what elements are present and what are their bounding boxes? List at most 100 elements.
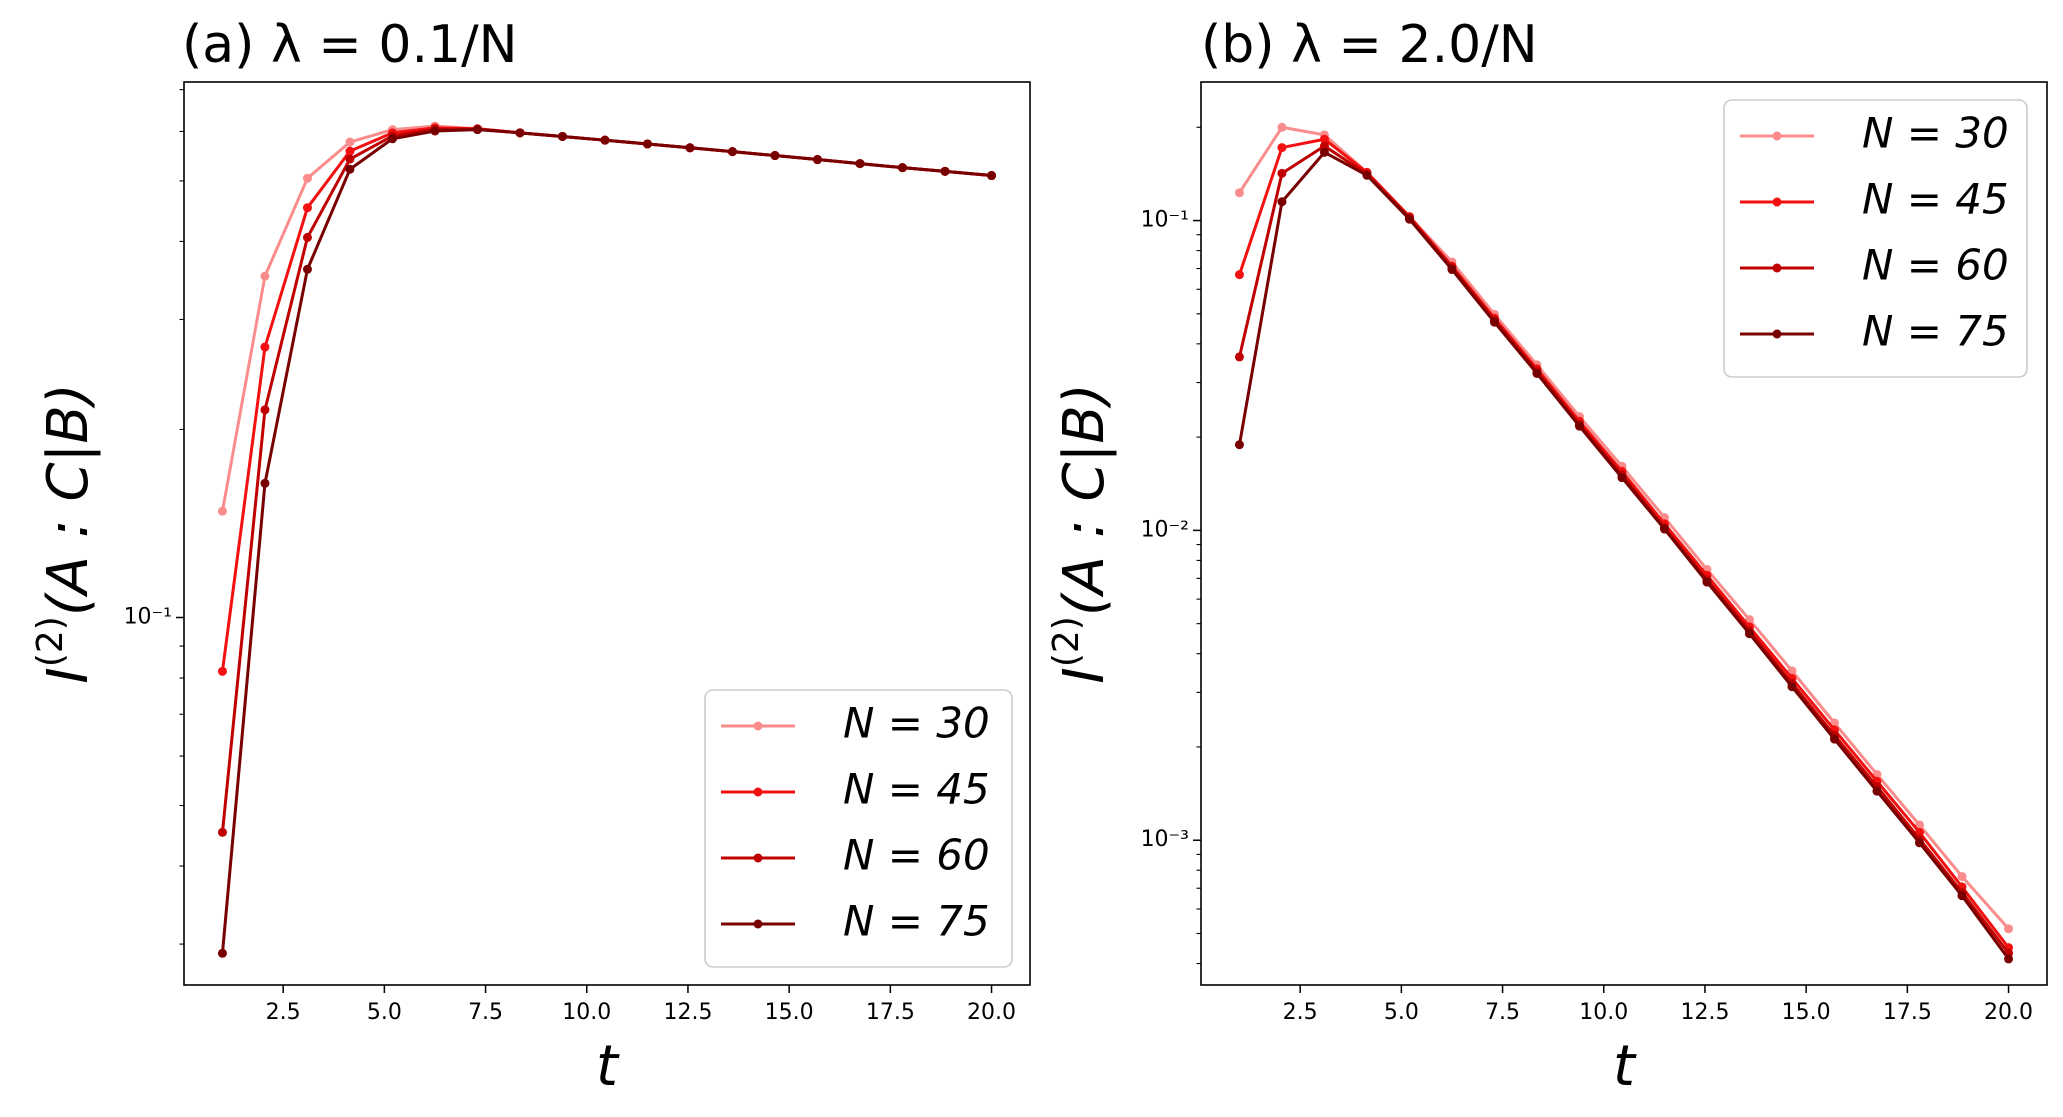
x-tick-label: 5.0 <box>367 1000 402 1025</box>
y-axis-label: I(2)(A : C|B) <box>1046 383 1117 683</box>
legend-marker <box>753 919 763 929</box>
x-tick-label: 2.5 <box>266 1000 301 1025</box>
x-axis-label: t <box>596 1034 620 1099</box>
data-point <box>1702 577 1712 587</box>
legend-frame <box>1723 99 2028 378</box>
data-point <box>1957 891 1967 901</box>
x-tick-label: 2.5 <box>1283 1000 1318 1025</box>
data-point <box>1829 734 1839 744</box>
data-point <box>685 143 695 153</box>
data-point <box>217 948 227 958</box>
y-tick-label: 10⁻³ <box>1141 827 1189 852</box>
data-point <box>387 134 397 144</box>
data-point <box>1234 188 1244 198</box>
chart-title: (a) λ = 0.1/N <box>182 15 518 75</box>
x-tick-label: 20.0 <box>1984 1000 2033 1025</box>
legend-label: N = 60 <box>1862 241 2009 290</box>
legend-marker <box>753 721 763 731</box>
panel-a: (a) λ = 0.1/N 2.5 5.0 7.5 10.0 12.5 15.0 17.5 20… <box>30 15 1031 1099</box>
x-axis-label: t <box>1613 1034 1637 1099</box>
y-tick-label: 10⁻² <box>1141 517 1189 542</box>
legend-label: N = 30 <box>843 699 990 748</box>
legend-label: N = 60 <box>843 831 990 880</box>
data-point <box>987 171 997 181</box>
data-point <box>1234 270 1244 280</box>
data-point <box>430 126 440 136</box>
data-point <box>1787 682 1797 692</box>
data-point <box>1489 317 1499 327</box>
data-point <box>1319 141 1329 151</box>
data-point <box>557 131 567 141</box>
x-tick-label: 10.0 <box>562 1000 611 1025</box>
data-point <box>2004 954 2014 964</box>
data-point <box>302 232 312 242</box>
data-point <box>1234 440 1244 450</box>
x-tick-label: 15.0 <box>1782 1000 1831 1025</box>
x-tick-label: 17.5 <box>866 1000 915 1025</box>
legend-marker <box>1772 131 1782 141</box>
data-point <box>940 166 950 176</box>
data-point <box>812 155 822 165</box>
series-line <box>220 126 992 672</box>
legend: N = 30 N = 45 N = 60 N = 75 <box>704 689 1013 968</box>
legend-marker <box>1772 197 1782 207</box>
axes-frame <box>1200 81 2048 986</box>
data-point <box>1914 838 1924 848</box>
data-point <box>1574 421 1584 431</box>
x-tick-label: 5.0 <box>1384 1000 1419 1025</box>
data-point <box>345 146 355 156</box>
data-point <box>1277 168 1287 178</box>
data-point <box>217 666 227 676</box>
data-point <box>345 154 355 164</box>
data-point <box>302 203 312 213</box>
data-point <box>1404 214 1414 224</box>
data-point <box>642 139 652 149</box>
data-point <box>600 135 610 145</box>
x-tick-label: 12.5 <box>663 1000 712 1025</box>
x-tick-label: 20.0 <box>967 1000 1016 1025</box>
data-point <box>1277 143 1287 153</box>
data-point <box>1617 473 1627 483</box>
legend-marker <box>1772 329 1782 339</box>
axes-frame <box>183 81 1031 986</box>
legend-label: N = 75 <box>843 897 990 946</box>
data-point <box>260 271 270 281</box>
legend-marker <box>753 853 763 863</box>
data-point <box>302 264 312 274</box>
data-point <box>1447 265 1457 275</box>
data-point <box>260 478 270 488</box>
data-point <box>217 827 227 837</box>
data-point <box>217 506 227 516</box>
data-point <box>1659 524 1669 534</box>
chart-title: (b) λ = 2.0/N <box>1201 15 1538 75</box>
x-tick-label: 7.5 <box>1485 1000 1520 1025</box>
x-tick-label: 10.0 <box>1579 1000 1628 1025</box>
data-point <box>1787 666 1797 676</box>
data-point <box>260 405 270 415</box>
y-tick-label: 10⁻¹ <box>1141 208 1189 233</box>
data-point <box>727 147 737 157</box>
data-point <box>260 342 270 352</box>
data-point <box>345 164 355 174</box>
y-tick-label: 10⁻¹ <box>124 604 172 629</box>
data-point <box>515 128 525 138</box>
data-point <box>2004 924 2014 934</box>
data-point <box>1362 170 1372 180</box>
data-point <box>1957 871 1967 881</box>
x-tick-label: 12.5 <box>1680 1000 1729 1025</box>
data-point <box>345 137 355 147</box>
legend-label: N = 45 <box>1862 175 2009 224</box>
legend-marker <box>1772 263 1782 273</box>
panel-b: (b) λ = 2.0/N 2.5 5.0 7.5 10.0 12.5 15.0 17.5 20… <box>1046 15 2048 1099</box>
x-tick-label: 7.5 <box>468 1000 503 1025</box>
data-point <box>1277 122 1287 132</box>
y-axis-label: I(2)(A : C|B) <box>30 383 101 683</box>
data-point <box>1914 820 1924 830</box>
data-point <box>1319 147 1329 157</box>
x-tick-label: 15.0 <box>765 1000 814 1025</box>
legend-label: N = 45 <box>843 765 990 814</box>
legend-marker <box>753 787 763 797</box>
data-point <box>855 159 865 169</box>
legend-label: N = 75 <box>1862 307 2009 356</box>
